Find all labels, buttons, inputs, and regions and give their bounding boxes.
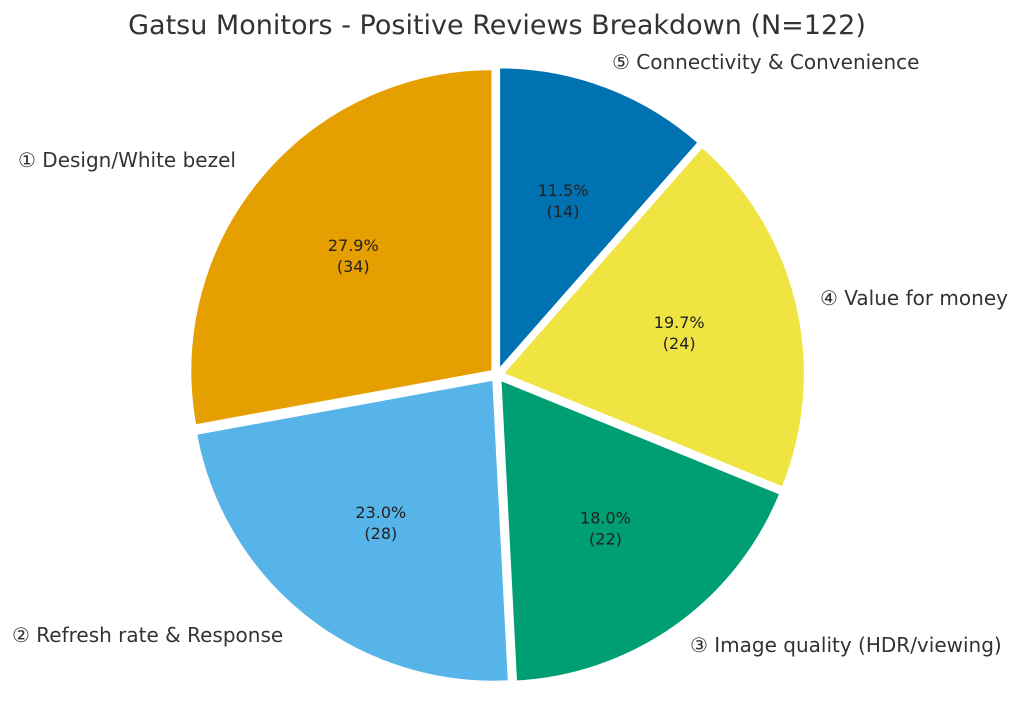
pie-slice <box>499 378 782 683</box>
slice-count-label: (14) <box>547 202 580 221</box>
slice-category-label: ② Refresh rate & Response <box>12 623 283 647</box>
slice-percent-label: 23.0% <box>355 503 406 522</box>
pie-slice <box>498 66 700 373</box>
slice-count-label: (28) <box>364 524 397 543</box>
chart-title: Gatsu Monitors - Positive Reviews Breakd… <box>128 10 866 41</box>
pie-labels: 11.5% (14) ⑤ Connectivity & Convenience 19.… <box>12 50 1008 657</box>
slice-percent-label: 11.5% <box>538 181 589 200</box>
slice-count-label: (34) <box>337 257 370 276</box>
slice-percent-label: 19.7% <box>654 313 705 332</box>
pie-slice <box>189 68 494 427</box>
slice-category-label: ④ Value for money <box>820 286 1008 310</box>
slice-category-label: ① Design/White bezel <box>18 148 236 172</box>
slice-count-label: (22) <box>589 530 622 549</box>
slice-percent-label: 27.9% <box>328 236 379 255</box>
pie-slice <box>195 378 510 683</box>
slice-count-label: (24) <box>663 334 696 353</box>
slice-category-label: ⑤ Connectivity & Convenience <box>612 50 919 74</box>
pie-slice <box>501 145 806 489</box>
pie-slices <box>189 66 806 683</box>
slice-category-label: ③ Image quality (HDR/viewing) <box>690 633 1002 657</box>
slice-percent-label: 18.0% <box>580 509 631 528</box>
